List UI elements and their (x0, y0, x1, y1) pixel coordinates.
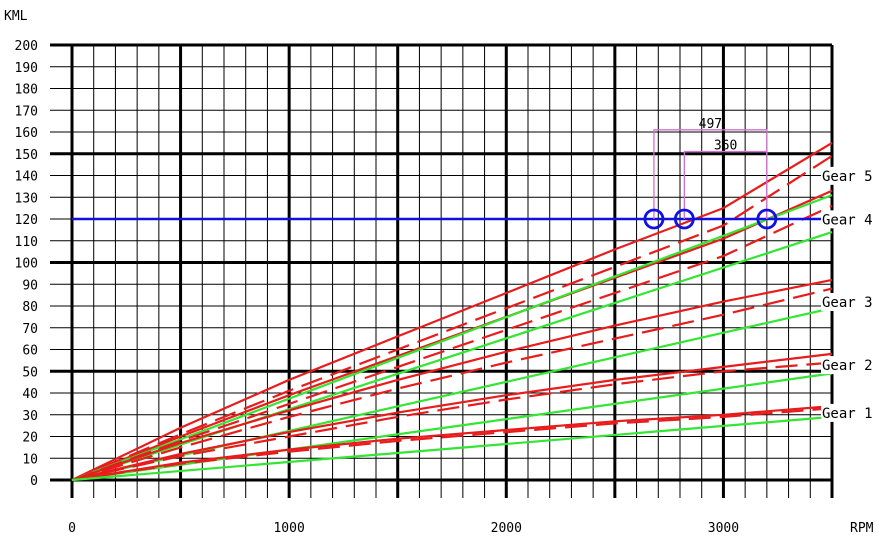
y-tick-label: 110 (15, 235, 38, 250)
gear-label-background (821, 403, 889, 422)
series-line-6 (71, 231, 833, 482)
y-tick-label: 160 (15, 126, 38, 141)
intersection-marker (643, 208, 665, 230)
series-line-11 (71, 361, 833, 482)
series-line-5 (71, 204, 833, 482)
annotation-label: 360 (714, 139, 737, 154)
y-tick-label: 80 (22, 300, 38, 315)
y-tick-label: 150 (15, 148, 38, 163)
major-grid (50, 43, 834, 498)
x-tick-labels: 0 1000 2000 3000 (68, 521, 739, 536)
y-axis-label: KML (4, 9, 28, 24)
y-tick-label: 90 (22, 278, 38, 293)
gear-label: Gear 5 (822, 169, 873, 185)
gear-label: Gear 4 (822, 212, 873, 228)
x-tick-label: 0 (68, 521, 76, 536)
gear-label: Gear 3 (822, 295, 873, 311)
annotation-bracket (653, 129, 768, 219)
intersection-marker (673, 208, 695, 230)
annotation-bracket (683, 150, 768, 219)
y-tick-label: 30 (22, 409, 38, 424)
series-line-4 (71, 194, 833, 482)
gear-labels: Gear 5 Gear 4 Gear 3 Gear 2 Gear 1 (821, 166, 889, 422)
series-line-1 (71, 141, 833, 481)
series-line-7 (71, 278, 833, 482)
y-tick-label: 10 (22, 452, 38, 467)
gear-label-background (821, 356, 889, 375)
intersection-marker (756, 208, 778, 230)
annotation-label: 497 (699, 117, 722, 132)
series-line-2 (71, 154, 833, 482)
series-line-9 (71, 307, 833, 482)
x-tick-label: 2000 (491, 521, 522, 536)
y-tick-label: 50 (22, 365, 38, 380)
gear-label-background (821, 293, 889, 311)
y-tick-label: 180 (15, 83, 38, 98)
gear-label: Gear 1 (822, 406, 873, 422)
y-tick-label: 60 (22, 344, 38, 359)
y-tick-label: 190 (15, 61, 38, 76)
gear-label-background (821, 210, 889, 229)
gear-label-background (821, 166, 889, 185)
y-tick-label: 170 (15, 104, 38, 119)
y-tick-labels: 0 10 20 30 40 50 60 70 80 90 100 110 120 130 140 150 160… (15, 39, 38, 489)
series-line-15 (71, 415, 833, 482)
gear-label: Gear 2 (822, 358, 873, 374)
y-tick-label: 100 (15, 257, 38, 272)
y-tick-label: 200 (15, 39, 38, 54)
x-tick-label: 1000 (273, 521, 304, 536)
y-tick-label: 120 (15, 213, 38, 228)
series-line-13 (71, 405, 833, 482)
series-line-14 (71, 407, 833, 482)
y-tick-label: 140 (15, 170, 38, 185)
y-tick-label: 0 (30, 474, 38, 489)
y-tick-label: 70 (22, 322, 38, 337)
y-tick-label: 40 (22, 387, 38, 402)
marker-layer (643, 208, 778, 230)
series-line-8 (71, 287, 833, 482)
x-axis-label: RPM (850, 521, 874, 536)
y-tick-label: 20 (22, 431, 38, 446)
x-tick-label: 3000 (708, 521, 739, 536)
series-layer (71, 141, 833, 482)
y-tick-label: 130 (15, 191, 38, 206)
series-line-10 (71, 352, 833, 482)
